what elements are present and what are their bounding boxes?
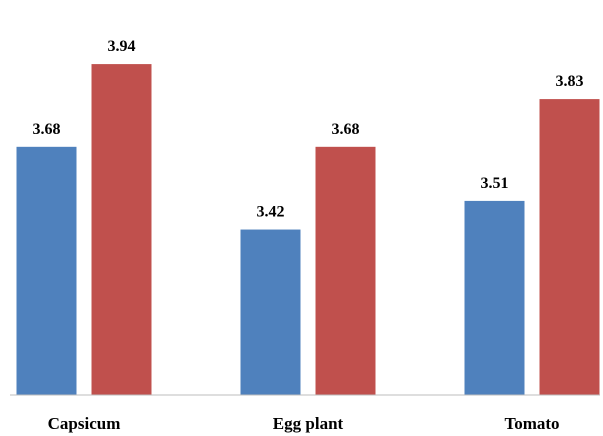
value-labels-group: 3.68 3.94 3.42 3.68 3.51 3.83: [33, 38, 584, 220]
value-label-capsicum-series-1: 3.68: [33, 121, 61, 138]
bar-tomato-series-1: [464, 200, 525, 395]
category-label-egg-plant: Egg plant: [273, 414, 344, 433]
bar-tomato-series-2: [539, 99, 600, 395]
bar-capsicum-series-2: [91, 64, 152, 395]
bar-egg-plant-series-1: [240, 229, 301, 395]
category-label-capsicum: Capsicum: [48, 414, 121, 433]
bar-egg-plant-series-2: [315, 146, 376, 395]
bar-capsicum-series-1: [16, 146, 77, 395]
value-label-capsicum-series-2: 3.94: [108, 38, 136, 55]
value-label-tomato-series-1: 3.51: [481, 175, 509, 192]
value-label-egg-plant-series-1: 3.42: [257, 204, 285, 221]
category-labels-group: Capsicum Egg plant Tomato: [48, 414, 560, 433]
value-label-egg-plant-series-2: 3.68: [332, 121, 360, 138]
bars-group: [16, 64, 600, 395]
value-label-tomato-series-2: 3.83: [556, 73, 584, 90]
category-label-tomato: Tomato: [504, 414, 559, 433]
